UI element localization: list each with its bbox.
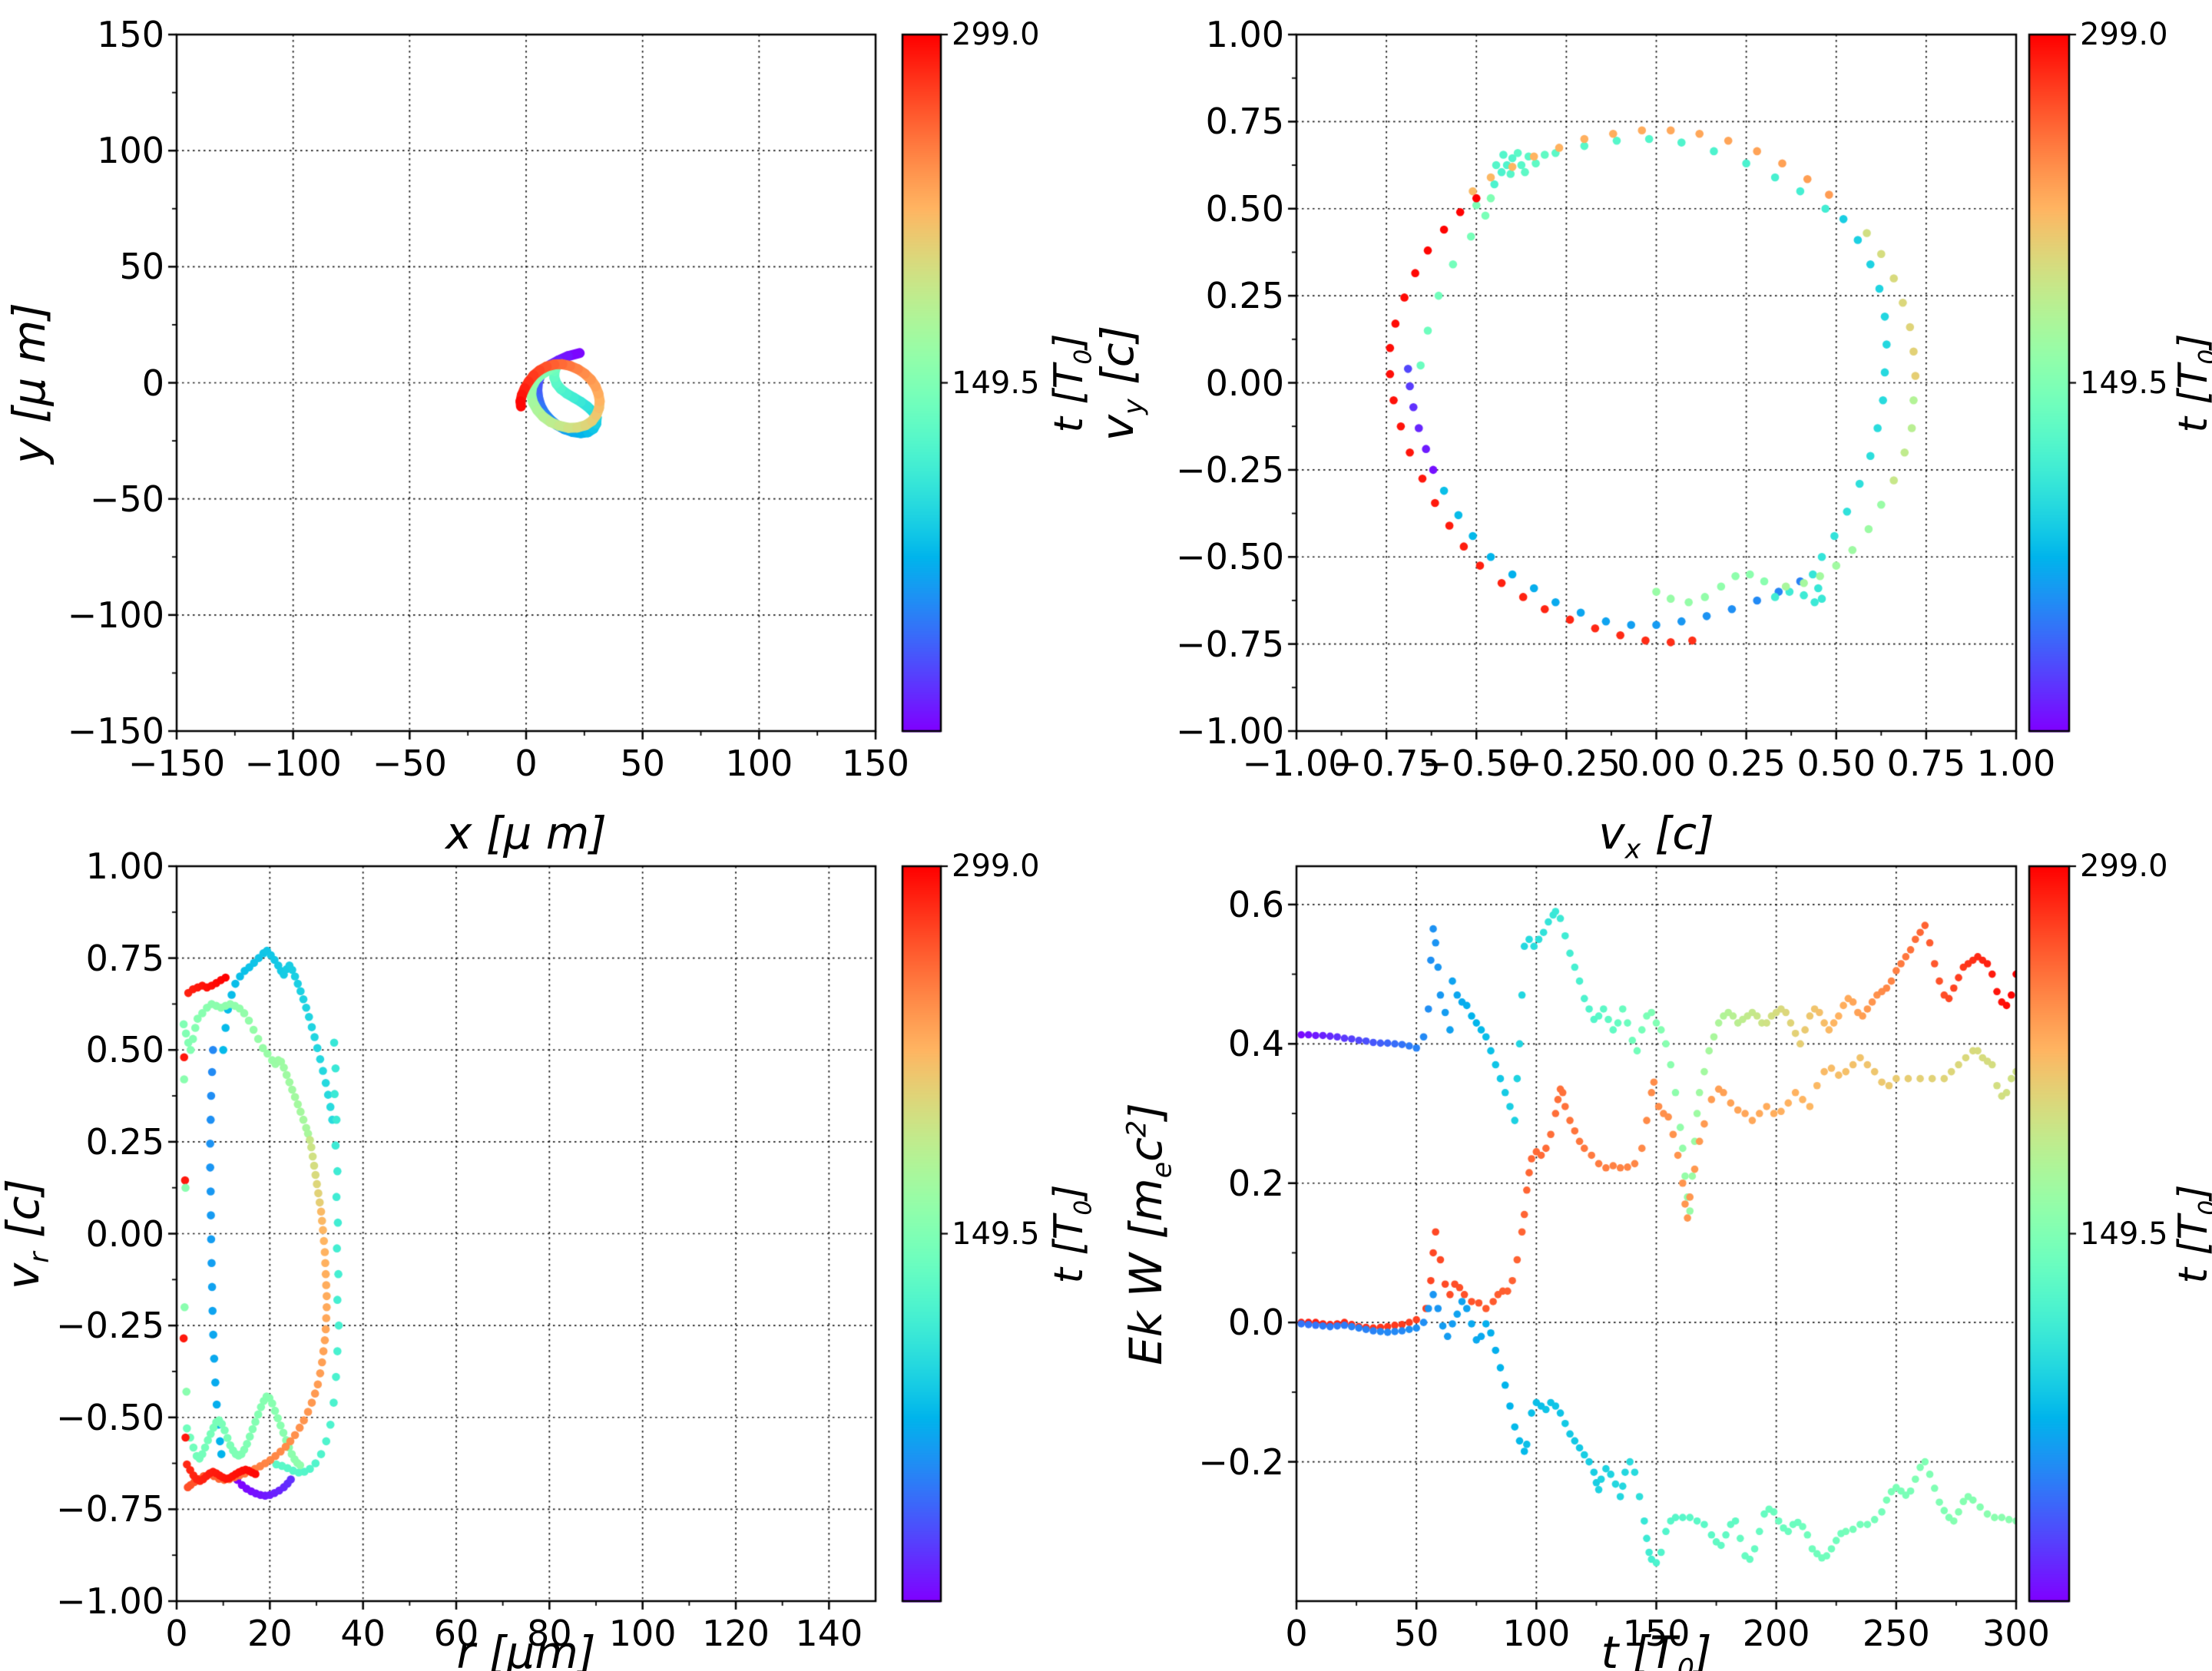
xy-xtick-label: 0 (515, 743, 538, 784)
vxvy-xtick-label: 1.00 (1976, 743, 2056, 784)
xy-ytick-label: −100 (67, 594, 164, 636)
tek-xtick-label: 0 (1285, 1613, 1308, 1654)
xy-xtick-label: 100 (725, 743, 793, 784)
tek-ytick-label: 0.0 (1227, 1302, 1284, 1344)
rvr-xtick-label: 60 (433, 1613, 479, 1654)
vxvy-xtick-label: 0.25 (1707, 743, 1786, 784)
rvr-xtick-label: 140 (795, 1613, 863, 1654)
vxvy-x-axis-label: vx [c] (1598, 807, 1714, 865)
vxvy-colorbar-label: t [T0] (2171, 333, 2212, 433)
xy-ytick-label: 150 (97, 14, 164, 55)
xy-x-axis-label: x [μ m] (445, 807, 607, 859)
rvr-ytick-label: −0.25 (56, 1305, 164, 1347)
xy-colorbar-tick-label: 299.0 (952, 17, 1040, 52)
vxvy-ytick-label: 0.25 (1205, 275, 1284, 317)
rvr-xtick-label: 100 (608, 1613, 677, 1654)
vxvy-ytick-label: 1.00 (1205, 14, 1284, 55)
xy-xtick-label: −50 (372, 743, 447, 784)
tek-colorbar-tick-label: 299.0 (2080, 849, 2168, 884)
xy-xtick-label: 150 (842, 743, 909, 784)
xy-ytick-label: −50 (89, 478, 164, 520)
vxvy-xtick-label: −0.25 (1512, 743, 1621, 784)
rvr-ytick-label: 0.75 (85, 937, 164, 979)
vxvy-xtick-label: 0.75 (1886, 743, 1966, 784)
vxvy-xtick-label: −0.50 (1422, 743, 1531, 784)
tek-ytick-label: 0.4 (1227, 1023, 1284, 1065)
xy-ytick-label: 0 (141, 362, 164, 404)
rvr-xtick-label: 120 (702, 1613, 770, 1654)
rvr-ytick-label: −0.50 (56, 1396, 164, 1438)
xy-ytick-label: 50 (119, 246, 164, 288)
vxvy-y-axis-label: vy [c] (1091, 325, 1150, 441)
tek-ytick-label: 0.2 (1227, 1162, 1284, 1204)
xy-colorbar-label: t [T0] (1046, 333, 1098, 433)
tek-xtick-label: 200 (1742, 1613, 1810, 1654)
tek-xtick-label: 250 (1862, 1613, 1930, 1654)
vxvy-colorbar-tick-label: 299.0 (2080, 17, 2168, 52)
rvr-ytick-label: −1.00 (56, 1580, 164, 1622)
vxvy-ytick-label: 0.75 (1205, 101, 1284, 143)
vxvy-xtick-label: −1.00 (1242, 743, 1351, 784)
tek-xtick-label: 50 (1393, 1613, 1439, 1654)
vxvy-ytick-label: −0.75 (1176, 623, 1284, 665)
rvr-colorbar-label: t [T0] (1046, 1183, 1098, 1284)
xy-colorbar-tick-label: 149.5 (952, 365, 1040, 401)
xy-xtick-label: −100 (244, 743, 342, 784)
rvr-ytick-label: 1.00 (85, 845, 164, 887)
tek-colorbar-label: t [T0] (2171, 1183, 2212, 1284)
vxvy-xtick-label: 0.00 (1617, 743, 1696, 784)
rvr-xtick-label: 40 (340, 1613, 386, 1654)
rvr-ytick-label: 0.25 (85, 1120, 164, 1163)
rvr-xtick-label: 80 (527, 1613, 572, 1654)
vxvy-xtick-label: −0.75 (1332, 743, 1441, 784)
tek-colorbar-tick-label: 149.5 (2080, 1216, 2168, 1252)
xy-xtick-label: 50 (620, 743, 665, 784)
vxvy-ytick-label: 0.50 (1205, 187, 1284, 230)
tek-xtick-label: 300 (1982, 1613, 2050, 1654)
tek-ytick-label: −0.2 (1198, 1441, 1284, 1483)
rvr-xtick-label: 0 (165, 1613, 188, 1654)
vxvy-ytick-label: −0.25 (1176, 448, 1284, 491)
rvr-ytick-label: 0.00 (85, 1213, 164, 1255)
rvr-ytick-label: 0.50 (85, 1029, 164, 1071)
rvr-colorbar-tick-label: 149.5 (952, 1216, 1040, 1252)
xy-xtick-label: −150 (127, 743, 226, 784)
vxvy-xtick-label: 0.50 (1796, 743, 1876, 784)
rvr-colorbar-tick-label: 299.0 (952, 849, 1040, 884)
tek-xtick-label: 150 (1622, 1613, 1690, 1654)
tek-x-axis-label: t [T0] (1601, 1626, 1712, 1671)
tek-y-axis-label: Ek W [mec2] (1120, 1102, 1178, 1365)
xy-y-axis-label: y [μ m] (3, 302, 55, 464)
rvr-xtick-label: 20 (247, 1613, 293, 1654)
rvr-y-axis-label: vr [c] (0, 1178, 55, 1289)
vxvy-ytick-label: 0.00 (1205, 362, 1284, 404)
vxvy-ytick-label: −0.50 (1176, 536, 1284, 578)
vxvy-ytick-label: −1.00 (1176, 710, 1284, 752)
vxvy-colorbar-tick-label: 149.5 (2080, 365, 2168, 401)
tek-xtick-label: 100 (1502, 1613, 1571, 1654)
rvr-x-axis-label: r [μm] (456, 1626, 596, 1671)
rvr-ytick-label: −0.75 (56, 1488, 164, 1530)
xy-ytick-label: 100 (97, 130, 164, 172)
tek-ytick-label: 0.6 (1227, 883, 1284, 925)
xy-ytick-label: −150 (67, 710, 164, 752)
